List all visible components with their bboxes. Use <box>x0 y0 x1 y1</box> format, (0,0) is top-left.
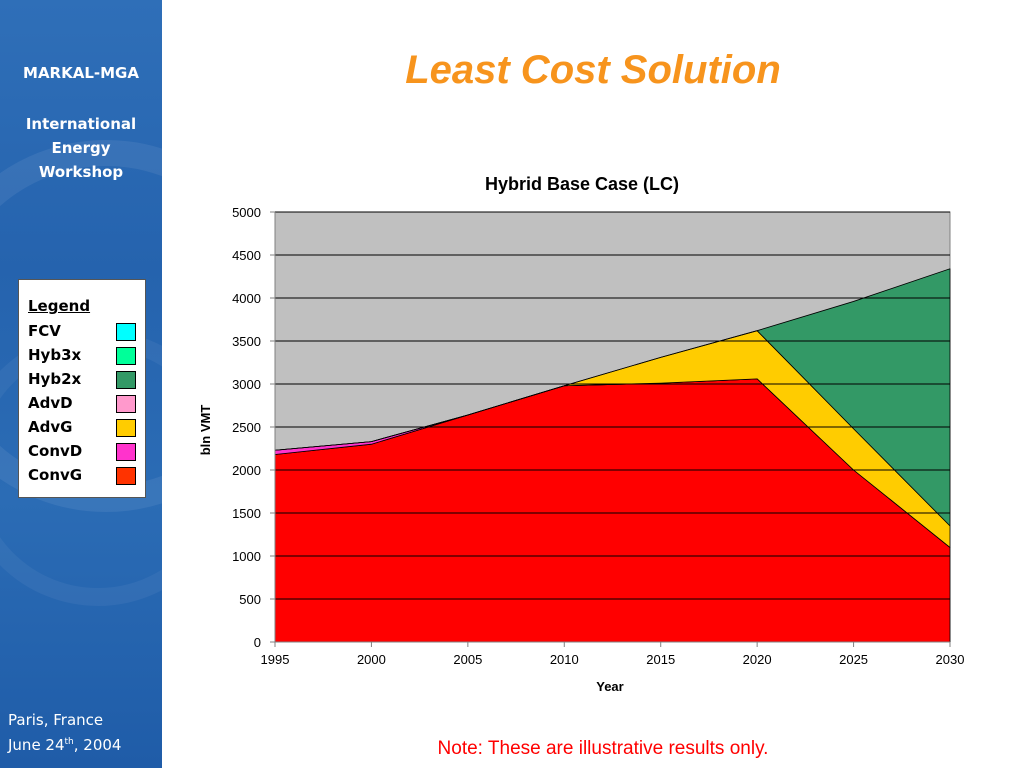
workshop-name: MARKAL-MGA <box>23 64 139 82</box>
legend-swatch <box>116 467 136 485</box>
x-tick-label: 1995 <box>261 652 290 667</box>
subtitle-line: Energy <box>51 139 111 157</box>
y-tick-label: 5000 <box>232 205 261 220</box>
y-tick-label: 3000 <box>232 377 261 392</box>
legend-label: AdvG <box>28 418 73 436</box>
legend-swatch <box>116 323 136 341</box>
legend-item-advg: AdvG <box>28 418 138 438</box>
legend-label: ConvG <box>28 466 83 484</box>
chart-title: Hybrid Base Case (LC) <box>485 174 679 194</box>
x-tick-label: 2020 <box>743 652 772 667</box>
y-tick-label: 4000 <box>232 291 261 306</box>
y-tick-label: 2000 <box>232 463 261 478</box>
legend-swatch <box>116 347 136 365</box>
legend-item-convd: ConvD <box>28 442 138 462</box>
legend-swatch <box>116 395 136 413</box>
date-year: , 2004 <box>73 736 122 754</box>
y-tick-label: 2500 <box>232 420 261 435</box>
date-suffix-sup: th <box>64 737 74 747</box>
subtitle-line: Workshop <box>38 163 124 181</box>
legend-label: AdvD <box>28 394 73 412</box>
x-tick-label: 2030 <box>936 652 965 667</box>
x-tick-label: 2025 <box>839 652 868 667</box>
stacked-area-chart: 0 500 1000 1500 2000 2500 3000 3500 4000 4500 5000… <box>198 174 965 694</box>
legend-label: ConvD <box>28 442 83 460</box>
disclaimer-note: Note: These are illustrative results onl… <box>437 738 769 759</box>
legend-item-hyb2x: Hyb2x <box>28 370 138 390</box>
legend-swatch <box>116 371 136 389</box>
legend-swatch <box>116 419 136 437</box>
x-axis-label: Year <box>596 679 623 694</box>
date-prefix: June 24 <box>8 736 65 754</box>
legend-swatch <box>116 443 136 461</box>
subtitle-line: International <box>25 115 137 133</box>
legend-box: Legend FCV Hyb3x Hyb2x AdvD AdvG ConvD C… <box>18 279 146 498</box>
event-info: Paris, France June 24th, 2004 <box>8 709 121 756</box>
y-tick-label: 1000 <box>232 549 261 564</box>
legend-item-advd: AdvD <box>28 394 138 414</box>
event-date: June 24th, 2004 <box>8 731 121 756</box>
y-tick-label: 4500 <box>232 248 261 263</box>
legend-label: Hyb2x <box>28 370 82 388</box>
x-tick-label: 2000 <box>357 652 386 667</box>
x-tick-label: 2015 <box>646 652 675 667</box>
workshop-subtitle: International Energy Workshop <box>0 112 162 184</box>
event-location: Paris, France <box>8 711 104 729</box>
y-tick-label: 1500 <box>232 506 261 521</box>
y-axis-label: bln VMT <box>198 405 213 456</box>
x-tick-label: 2010 <box>550 652 579 667</box>
page-title: Least Cost Solution <box>405 48 781 92</box>
y-tick-label: 3500 <box>232 334 261 349</box>
area-hyb2x <box>274 268 951 527</box>
y-tick-label: 0 <box>254 635 261 650</box>
x-tick-label: 2005 <box>453 652 482 667</box>
legend-label: Hyb3x <box>28 346 82 364</box>
legend-item-fcv: FCV <box>28 322 138 342</box>
legend-label: FCV <box>28 322 61 340</box>
y-tick-label: 500 <box>239 592 261 607</box>
legend-item-convg: ConvG <box>28 466 138 486</box>
legend-item-hyb3x: Hyb3x <box>28 346 138 366</box>
legend-title: Legend <box>28 297 91 315</box>
sidebar: MARKAL-MGA International Energy Workshop… <box>0 0 162 768</box>
